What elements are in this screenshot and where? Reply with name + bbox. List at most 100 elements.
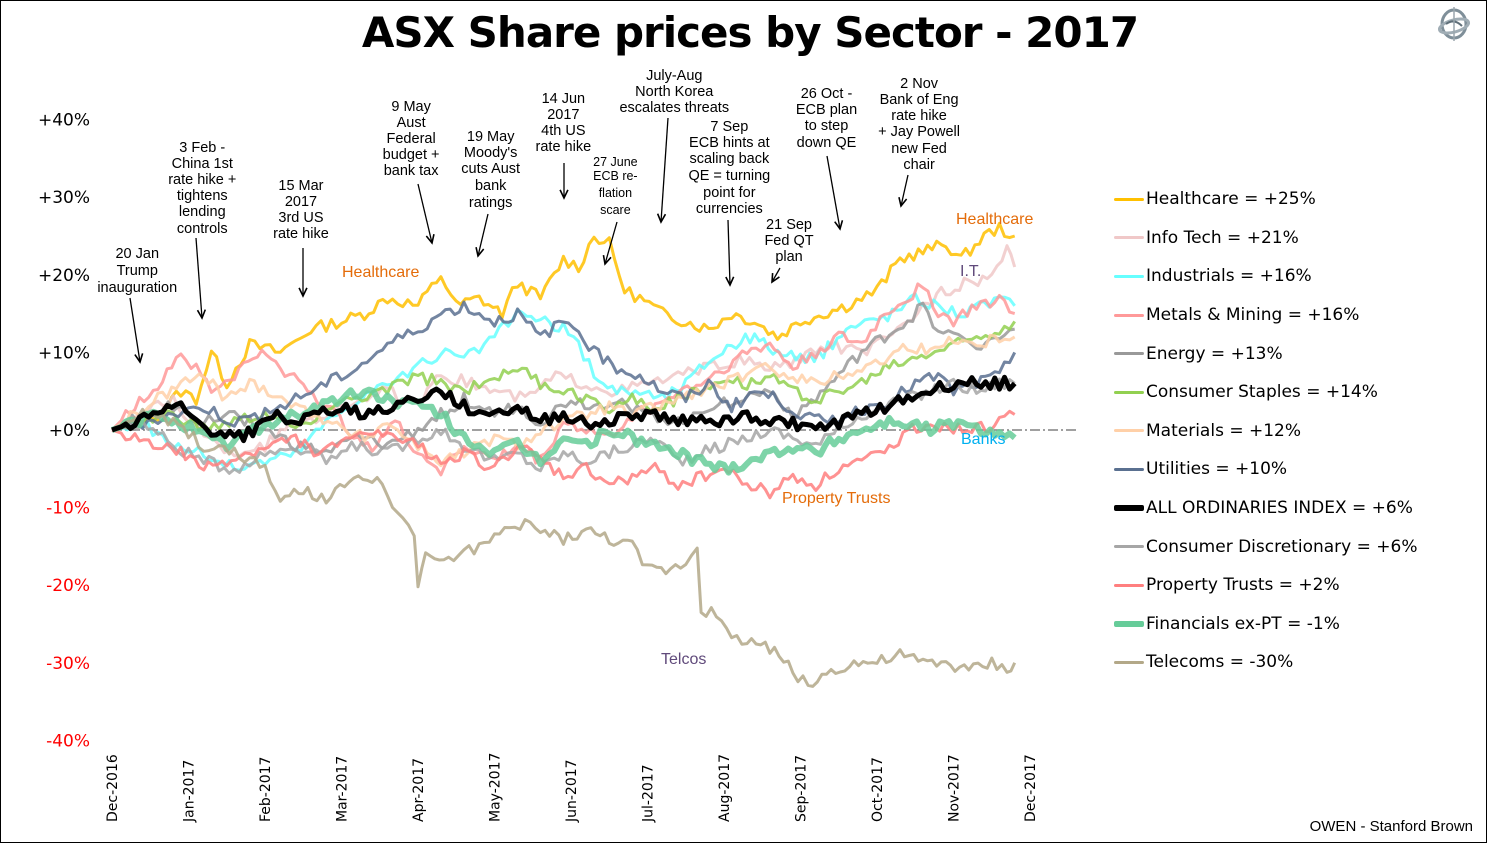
legend-item: Info Tech = +21% <box>1114 219 1417 258</box>
legend-item: Industrials = +16% <box>1114 257 1417 296</box>
legend-swatch-icon <box>1114 660 1144 664</box>
annotation-text: July-Aug <box>646 68 702 84</box>
x-tick-label: May-2017 <box>488 753 504 822</box>
x-tick-label: Nov-2017 <box>947 754 963 822</box>
annotation-text: to step <box>805 118 849 134</box>
annotation-text: 21 Sep <box>766 217 812 233</box>
legend-swatch-icon <box>1114 274 1144 278</box>
arrow-head-icon <box>725 276 735 287</box>
annotation-arrow-line <box>129 297 141 363</box>
series-line-metals-mining <box>110 282 1016 477</box>
series-label: Healthcare <box>342 264 419 281</box>
annotation-text: ECB re- <box>593 169 637 183</box>
legend-item: Energy = +13% <box>1114 334 1417 373</box>
annotation-arrow-line <box>900 174 909 207</box>
annotation-text: inauguration <box>97 280 177 296</box>
legend-swatch-icon <box>1114 313 1144 317</box>
annotation-text: QE = turning <box>688 168 770 184</box>
globe-logo-icon <box>1437 7 1471 41</box>
annotation-text: down QE <box>797 135 857 151</box>
legend-item: Property Trusts = +2% <box>1114 566 1417 605</box>
legend-swatch-icon <box>1114 467 1144 471</box>
annotation-text: ECB plan <box>796 102 857 118</box>
annotation-arrow-line <box>417 183 433 244</box>
y-tick-label: +0% <box>49 421 90 441</box>
arrow-head-icon <box>834 220 844 231</box>
legend-item: Utilities = +10% <box>1114 450 1417 489</box>
x-axis: Dec-2016 Jan-2017 Feb-2017 Mar-2017 Apr-2017… <box>105 753 1039 823</box>
legend-item: Consumer Discretionary = +6% <box>1114 527 1417 566</box>
x-tick-label: Aug-2017 <box>717 754 733 822</box>
annotation-text: flation <box>599 186 632 200</box>
annotation-arrow-line <box>727 219 731 286</box>
annotation-text: 4th US <box>541 123 585 139</box>
x-tick-label: Jan-2017 <box>182 760 198 823</box>
series-line-property-trusts <box>111 409 1016 500</box>
legend-item: ALL ORDINARIES INDEX = +6% <box>1114 489 1417 528</box>
annotation-text: bank tax <box>384 163 440 179</box>
annotation-text: North Korea <box>635 84 714 100</box>
legend-label: Metals & Mining = +16% <box>1146 305 1360 326</box>
arrow-head-icon <box>898 197 908 208</box>
annotation-text: ratings <box>469 195 513 211</box>
annotation-text: Trump <box>117 263 158 279</box>
legend: Healthcare = +25% Info Tech = +21% Industr… <box>1114 180 1417 682</box>
legend-label: Telecoms = -30% <box>1146 652 1294 673</box>
arrow-head-icon <box>656 213 667 224</box>
annotation-text: 2 Nov <box>900 76 939 92</box>
y-tick-label: +20% <box>38 266 90 286</box>
y-axis: +40% +30% +20% +10% +0% -10% -20% -30% -40% <box>38 111 90 752</box>
y-tick-label: +30% <box>38 188 90 208</box>
arrow-head-icon <box>475 247 485 258</box>
x-tick-label: Oct-2017 <box>870 757 886 822</box>
series-labels: Healthcare Healthcare I.T. Banks Property Tr… <box>342 211 1033 668</box>
annotation-text: 19 May <box>467 129 515 145</box>
annotation-text: plan <box>775 249 802 265</box>
annotation-text: 15 Mar <box>278 178 323 194</box>
annotation-text: 7 Sep <box>710 119 748 135</box>
legend-swatch-icon <box>1114 390 1144 394</box>
annotation-text: 2017 <box>285 194 317 210</box>
annotation-text: Fed QT <box>764 233 813 249</box>
legend-item: Financials ex-PT = -1% <box>1114 605 1417 644</box>
legend-label: Info Tech = +21% <box>1146 227 1299 248</box>
y-tick-label: -30% <box>46 654 90 674</box>
arrow-head-icon <box>602 254 612 266</box>
y-tick-label: +40% <box>38 111 90 131</box>
legend-item: Consumer Staples = +14% <box>1114 373 1417 412</box>
legend-swatch-icon <box>1114 583 1144 587</box>
annotation-arrow-line <box>477 213 489 257</box>
annotation-text: Federal <box>387 131 436 147</box>
annotation-text: budget + <box>383 147 440 163</box>
annotation-text: 27 June <box>593 155 638 169</box>
annotation-text: bank <box>475 178 507 194</box>
x-tick-label: Apr-2017 <box>411 758 427 822</box>
series-label: Banks <box>961 431 1005 448</box>
annotation-text: scaling back <box>689 151 770 167</box>
annotation-text: China 1st <box>172 156 233 172</box>
series-label: Telcos <box>661 651 706 668</box>
annotation-text: 14 Jun <box>542 91 586 107</box>
x-tick-label: Dec-2017 <box>1023 754 1039 822</box>
series-label: Property Trusts <box>782 490 890 507</box>
x-tick-label: Jul-2017 <box>641 764 657 823</box>
annotation-text: rate hike <box>891 108 947 124</box>
legend-swatch-icon <box>1114 197 1144 201</box>
arrow-head-icon <box>425 234 435 245</box>
legend-item: Telecoms = -30% <box>1114 643 1417 682</box>
y-tick-label: -10% <box>46 499 90 519</box>
arrow-head-icon <box>134 353 144 364</box>
credit-text: OWEN - Stanford Brown <box>1309 818 1473 835</box>
series-line-materials <box>111 333 1016 468</box>
annotation-text: 20 Jan <box>115 246 159 262</box>
annotation-text: rate hike <box>536 139 592 155</box>
annotation-text: Moody's <box>464 145 518 161</box>
